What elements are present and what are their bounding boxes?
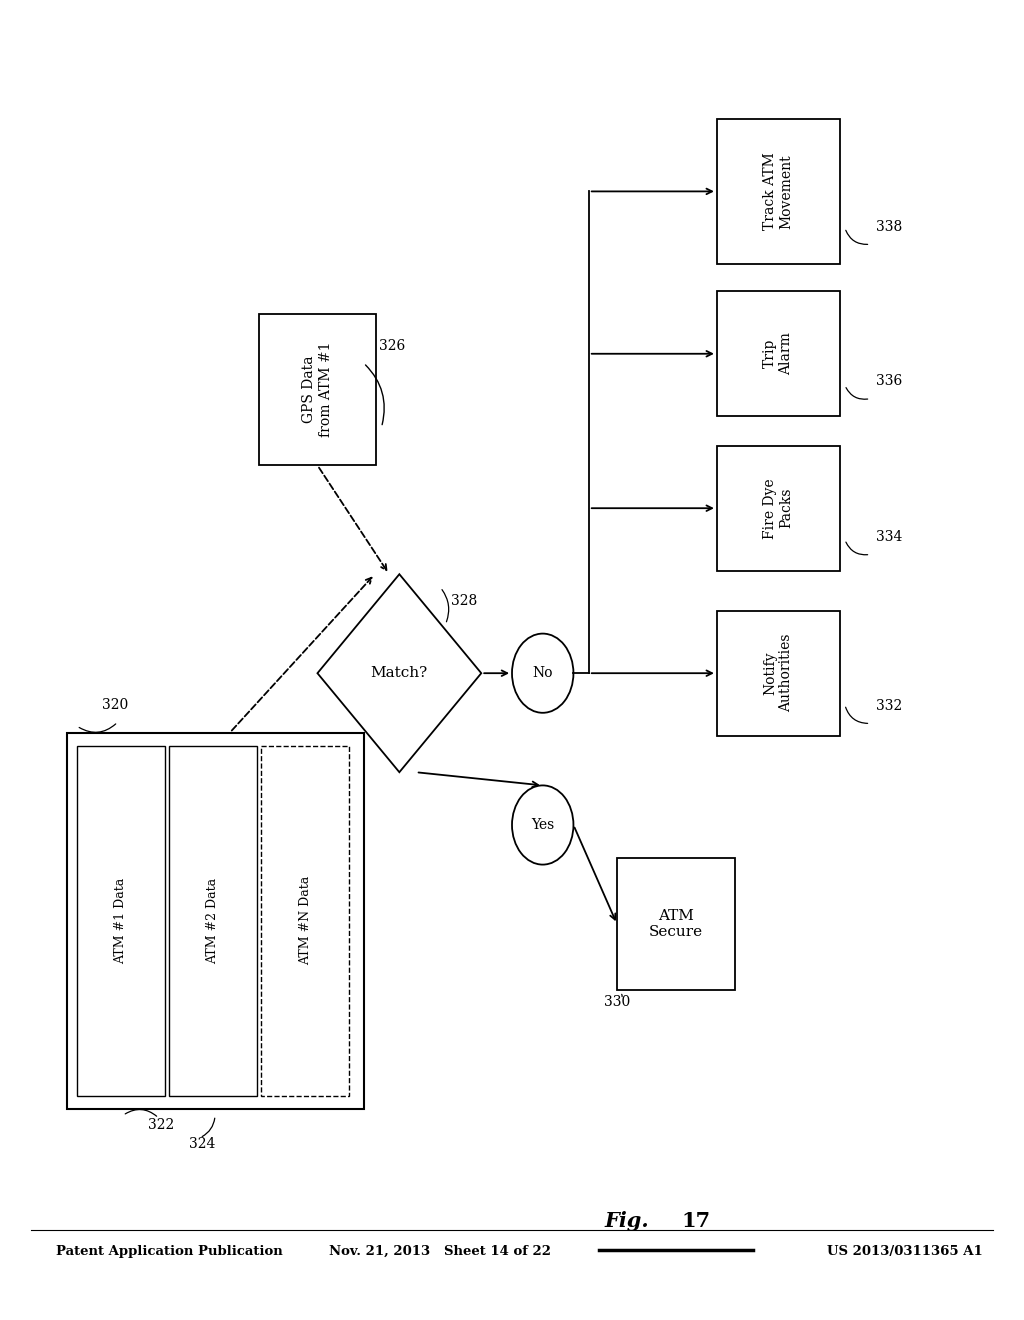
Text: ATM
Secure: ATM Secure — [649, 909, 702, 939]
Text: ATM #2 Data: ATM #2 Data — [207, 878, 219, 964]
Polygon shape — [317, 574, 481, 772]
FancyBboxPatch shape — [67, 733, 364, 1109]
FancyBboxPatch shape — [717, 290, 840, 417]
Text: ATM #N Data: ATM #N Data — [299, 876, 311, 965]
Text: 328: 328 — [451, 594, 477, 607]
FancyBboxPatch shape — [261, 746, 349, 1096]
Text: 320: 320 — [102, 698, 129, 711]
Text: Patent Application Publication: Patent Application Publication — [56, 1245, 283, 1258]
Text: 326: 326 — [379, 339, 406, 352]
Text: Fire Dye
Packs: Fire Dye Packs — [763, 478, 794, 539]
Text: 338: 338 — [876, 220, 902, 234]
Text: Trip
Alarm: Trip Alarm — [763, 333, 794, 375]
Text: 17: 17 — [681, 1210, 710, 1232]
FancyBboxPatch shape — [258, 314, 377, 465]
Text: 336: 336 — [876, 375, 902, 388]
Text: Yes: Yes — [531, 818, 554, 832]
Text: ATM #1 Data: ATM #1 Data — [115, 878, 127, 964]
Circle shape — [512, 785, 573, 865]
Text: Fig.: Fig. — [604, 1210, 649, 1232]
Text: 334: 334 — [876, 531, 902, 544]
FancyBboxPatch shape — [169, 746, 257, 1096]
Text: No: No — [532, 667, 553, 680]
Text: 324: 324 — [189, 1138, 216, 1151]
Text: Notify
Authorities: Notify Authorities — [763, 634, 794, 713]
Text: US 2013/0311365 A1: US 2013/0311365 A1 — [827, 1245, 983, 1258]
Text: Match?: Match? — [371, 667, 428, 680]
FancyBboxPatch shape — [717, 446, 840, 570]
Text: Nov. 21, 2013   Sheet 14 of 22: Nov. 21, 2013 Sheet 14 of 22 — [330, 1245, 551, 1258]
FancyBboxPatch shape — [77, 746, 165, 1096]
Text: GPS Data
from ATM #1: GPS Data from ATM #1 — [302, 342, 333, 437]
FancyBboxPatch shape — [717, 119, 840, 264]
FancyBboxPatch shape — [717, 610, 840, 737]
FancyBboxPatch shape — [616, 858, 735, 990]
Text: 332: 332 — [876, 700, 902, 713]
Circle shape — [512, 634, 573, 713]
Text: 322: 322 — [148, 1118, 175, 1131]
Text: Track ATM
Movement: Track ATM Movement — [763, 153, 794, 230]
Text: 330: 330 — [604, 995, 631, 1008]
